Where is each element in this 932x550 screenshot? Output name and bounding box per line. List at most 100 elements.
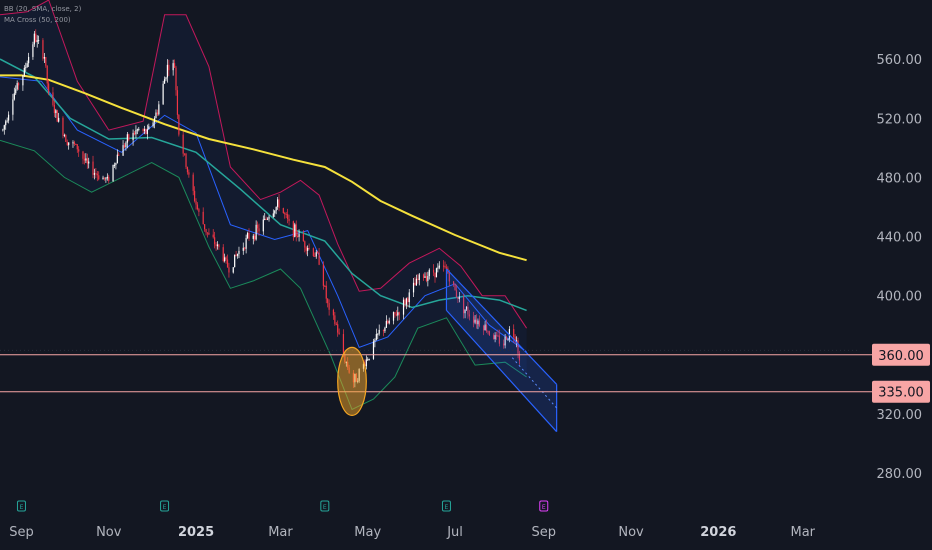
- candle-body: [153, 118, 156, 123]
- candle-body: [304, 241, 306, 248]
- x-tick-label: Sep: [9, 525, 34, 540]
- candle-body: [165, 77, 167, 80]
- candle-body: [128, 134, 130, 141]
- candle-body: [268, 216, 270, 219]
- candle-body: [192, 174, 194, 191]
- candle-body: [178, 114, 180, 135]
- x-tick-label: Nov: [96, 525, 122, 540]
- candle-body: [493, 335, 495, 340]
- candle-body: [325, 285, 327, 299]
- candle-body: [495, 335, 498, 337]
- candle-body: [244, 247, 246, 249]
- candle-body: [16, 83, 18, 90]
- candle-body: [397, 312, 399, 316]
- candle-body: [65, 135, 67, 142]
- candle-body: [254, 235, 256, 240]
- candle-body: [485, 324, 488, 332]
- candle-body: [36, 40, 38, 42]
- candle-body: [216, 244, 219, 247]
- channel-lower-line[interactable]: [446, 309, 558, 433]
- candle-body: [92, 161, 94, 175]
- candle-body: [374, 339, 376, 342]
- candle-body: [498, 335, 501, 344]
- candle-body: [162, 83, 164, 105]
- support-highlight-circle[interactable]: [337, 346, 367, 416]
- candle-body: [76, 144, 78, 150]
- ma-cross-indicator-label[interactable]: MA Cross (50, 200): [4, 16, 71, 24]
- indicator-legend: BB (20, SMA, close, 2) MA Cross (50, 200…: [4, 4, 81, 26]
- candle-body: [72, 142, 74, 144]
- candle-body: [438, 265, 440, 268]
- candle-body: [377, 333, 379, 335]
- candle-body: [404, 299, 406, 305]
- candle-body: [292, 221, 294, 237]
- earnings-marker[interactable]: [320, 500, 330, 512]
- candle-body: [375, 334, 377, 340]
- candle-body: [75, 144, 77, 146]
- candle-body: [112, 165, 114, 182]
- candle-body: [246, 232, 249, 239]
- channel-upper-line[interactable]: [446, 268, 558, 385]
- candle-body: [298, 234, 300, 237]
- time-axis[interactable]: Sep Nov 2025 Mar May Jul Sep Nov 2026 Mar: [9, 525, 815, 540]
- candle-body: [387, 320, 389, 324]
- highlight-zone[interactable]: [337, 346, 367, 416]
- candle-body: [205, 229, 207, 233]
- earnings-marker-label: E: [163, 504, 167, 511]
- candle-body: [294, 224, 296, 237]
- candle-body: [108, 176, 110, 182]
- y-tick-label: 400.00: [877, 290, 923, 305]
- candle-body: [514, 336, 516, 342]
- candle-body: [473, 316, 475, 323]
- candle-body: [317, 252, 319, 254]
- level-label-box[interactable]: [872, 380, 930, 403]
- horizontal-levels[interactable]: 360.00 335.00: [0, 343, 930, 403]
- candle-body: [507, 339, 509, 341]
- candle-body: [146, 129, 148, 134]
- candle-body: [204, 224, 206, 230]
- candle-body: [365, 359, 367, 367]
- candle-body: [385, 320, 387, 328]
- candle-body: [378, 329, 380, 334]
- candle-body: [453, 281, 455, 285]
- candle-body: [382, 329, 385, 332]
- candle-body: [96, 173, 98, 176]
- candle-body: [448, 273, 450, 282]
- earnings-marker-label: E: [20, 504, 24, 511]
- candle-body: [494, 335, 496, 340]
- candle-body: [425, 276, 428, 281]
- candle-body: [484, 324, 486, 331]
- candle-body: [252, 235, 254, 239]
- y-tick-label: 440.00: [877, 231, 923, 246]
- candle-body: [457, 297, 459, 300]
- earnings-marker[interactable]: [441, 500, 451, 512]
- candle-body: [464, 309, 466, 314]
- x-tick-label: Mar: [790, 525, 815, 540]
- candle-body: [483, 325, 485, 331]
- candle-body: [297, 235, 299, 237]
- candle-body: [125, 142, 127, 148]
- candle-body: [415, 278, 418, 286]
- candle-body: [395, 314, 397, 316]
- channel-fill: [446, 269, 557, 432]
- candle-body: [123, 145, 126, 148]
- candle-body: [228, 267, 230, 273]
- earnings-marker[interactable]: [539, 500, 549, 512]
- level-label-box[interactable]: [872, 343, 930, 366]
- price-axis[interactable]: 560.00 520.00 480.00 440.00 400.00 320.00 280.…: [877, 53, 923, 482]
- x-tick-label: 2026: [700, 525, 736, 540]
- candle-body: [474, 319, 476, 323]
- candle-body: [467, 306, 469, 315]
- earnings-marker[interactable]: [16, 500, 26, 512]
- candle-body: [98, 175, 100, 180]
- candle-body: [122, 145, 124, 156]
- candle-body: [488, 331, 490, 336]
- bb-indicator-label[interactable]: BB (20, SMA, close, 2): [4, 5, 82, 13]
- candle-body: [487, 331, 489, 333]
- candle-body: [218, 244, 220, 248]
- candle-body: [424, 276, 426, 278]
- earnings-marker[interactable]: [160, 500, 170, 512]
- candle-body: [407, 298, 409, 303]
